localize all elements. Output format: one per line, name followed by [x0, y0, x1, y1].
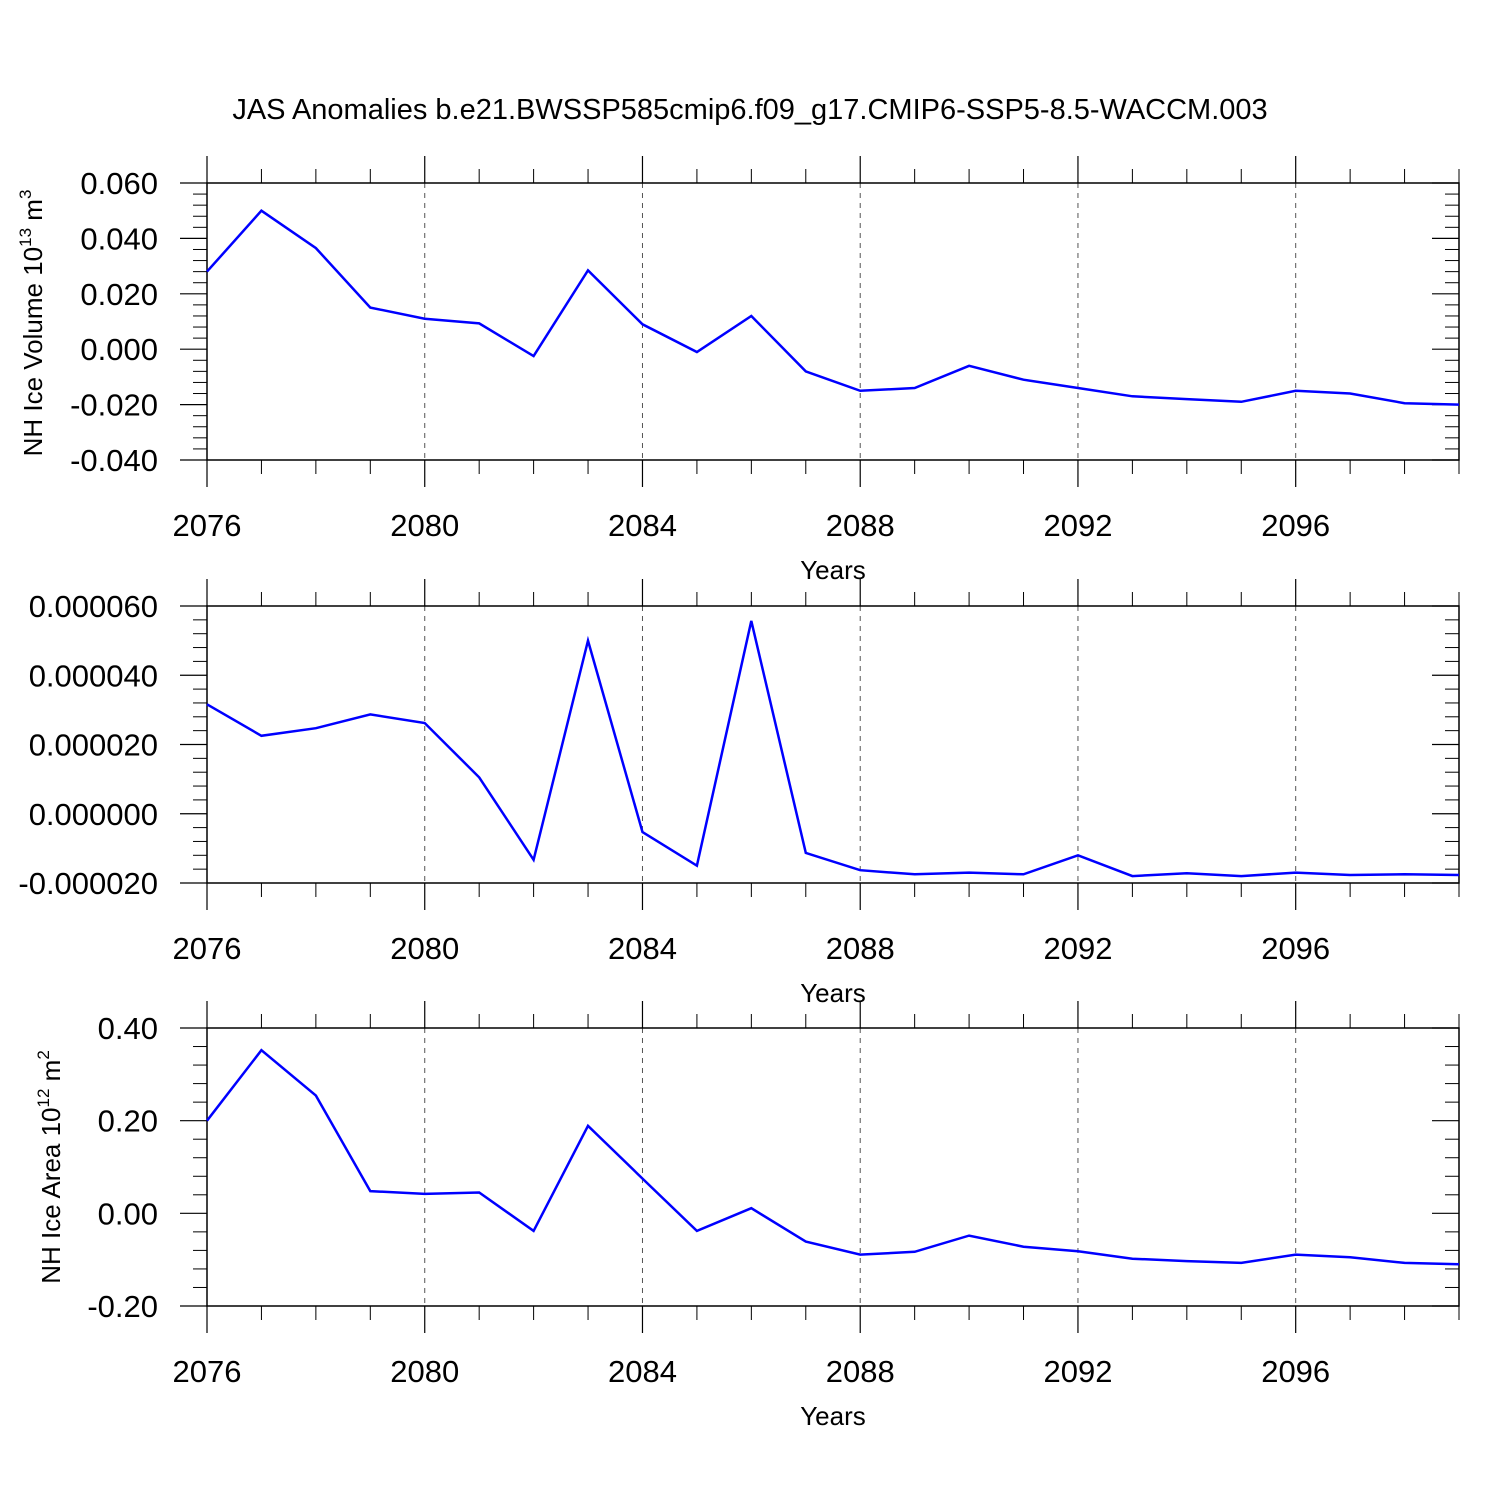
x-tick-label: 2096 [1261, 931, 1330, 966]
y-tick-label: 0.060 [80, 166, 158, 201]
y-tick-label: 0.000040 [29, 658, 158, 693]
figure-title: JAS Anomalies b.e21.BWSSP585cmip6.f09_g1… [232, 94, 1267, 126]
x-tick-label: 2092 [1043, 1354, 1112, 1389]
y-tick-label: -0.000020 [18, 866, 158, 901]
y-tick-label: -0.20 [87, 1289, 158, 1324]
y-tick-label: 0.040 [80, 221, 158, 256]
x-tick-label: 2092 [1043, 508, 1112, 543]
plot-border [206, 605, 1460, 884]
x-axis-label: Years [800, 978, 866, 1008]
x-tick-label: 2084 [608, 931, 677, 966]
x-tick-label: 2084 [608, 508, 677, 543]
y-tick-label: 0.000 [80, 332, 158, 367]
x-axis-label: Years [800, 555, 866, 585]
panel-ice-area: -0.20 0.00 0.20 0.40 2076 2080 2084 2088 2092 209… [34, 1001, 1460, 1431]
y-tick-label: 0.00 [98, 1196, 158, 1231]
series-line [206, 209, 1460, 406]
x-tick-label: 2076 [173, 931, 242, 966]
panel-middle: -0.000020 0.000000 0.000020 0.000040 0.00006… [18, 579, 1460, 1008]
series-line [206, 620, 1460, 878]
x-tick-label: 2084 [608, 1354, 677, 1389]
y-tick-label: -0.020 [70, 388, 158, 423]
y-tick-label: 0.000000 [29, 797, 158, 832]
y-tick-label: -0.040 [70, 443, 158, 478]
y-tick-label: 0.20 [98, 1104, 158, 1139]
plot-border [206, 182, 1460, 461]
panel-ice-volume: -0.040 -0.020 0.000 0.020 0.040 0.060 2076 2080… [16, 156, 1460, 585]
y-tick-label: 0.000060 [29, 589, 158, 624]
y-tick-label: 0.020 [80, 277, 158, 312]
x-tick-label: 2088 [826, 1354, 895, 1389]
y-tick-label: 0.000020 [29, 728, 158, 763]
y-axis-label: NH Ice Volume 1013 m3 [16, 190, 48, 457]
series-line [206, 1048, 1460, 1266]
y-tick-label: 0.40 [98, 1011, 158, 1046]
x-tick-label: 2088 [826, 931, 895, 966]
y-axis-label: NH Ice Area 1012 m2 [34, 1050, 66, 1284]
x-tick-label: 2080 [390, 1354, 459, 1389]
x-tick-label: 2076 [173, 1354, 242, 1389]
x-tick-label: 2080 [390, 931, 459, 966]
plot-border [206, 1027, 1460, 1307]
x-tick-label: 2076 [173, 508, 242, 543]
x-tick-label: 2092 [1043, 931, 1112, 966]
x-tick-label: 2080 [390, 508, 459, 543]
x-tick-label: 2096 [1261, 508, 1330, 543]
x-tick-label: 2088 [826, 508, 895, 543]
x-axis-label: Years [800, 1401, 866, 1431]
x-tick-label: 2096 [1261, 1354, 1330, 1389]
